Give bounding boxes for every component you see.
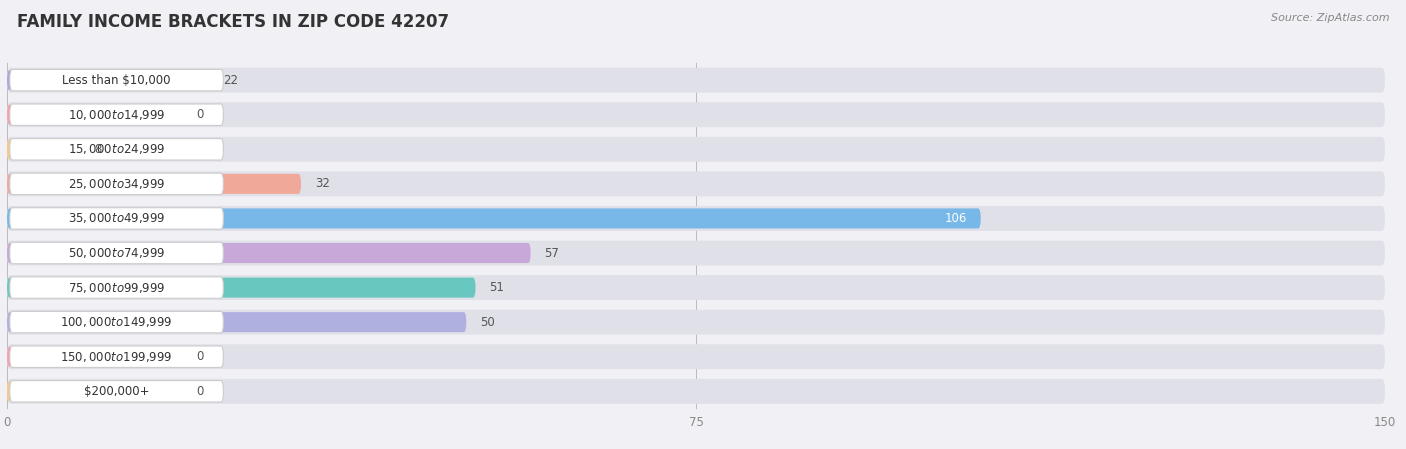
Text: $150,000 to $199,999: $150,000 to $199,999 [60, 350, 173, 364]
Text: $35,000 to $49,999: $35,000 to $49,999 [67, 211, 166, 225]
Text: $50,000 to $74,999: $50,000 to $74,999 [67, 246, 166, 260]
Text: 51: 51 [489, 281, 505, 294]
Text: $100,000 to $149,999: $100,000 to $149,999 [60, 315, 173, 329]
FancyBboxPatch shape [7, 208, 981, 229]
Text: 57: 57 [544, 247, 560, 260]
FancyBboxPatch shape [10, 173, 224, 194]
FancyBboxPatch shape [10, 70, 224, 91]
Text: Source: ZipAtlas.com: Source: ZipAtlas.com [1271, 13, 1389, 23]
FancyBboxPatch shape [7, 105, 183, 125]
FancyBboxPatch shape [7, 174, 301, 194]
FancyBboxPatch shape [7, 137, 1385, 162]
Text: $25,000 to $34,999: $25,000 to $34,999 [67, 177, 166, 191]
Text: 22: 22 [224, 74, 238, 87]
Text: 50: 50 [479, 316, 495, 329]
FancyBboxPatch shape [10, 277, 224, 298]
FancyBboxPatch shape [10, 104, 224, 125]
FancyBboxPatch shape [7, 379, 1385, 404]
FancyBboxPatch shape [10, 242, 224, 264]
FancyBboxPatch shape [7, 70, 209, 90]
Text: $15,000 to $24,999: $15,000 to $24,999 [67, 142, 166, 156]
FancyBboxPatch shape [7, 347, 183, 367]
FancyBboxPatch shape [10, 346, 224, 367]
FancyBboxPatch shape [7, 310, 1385, 335]
Text: 0: 0 [195, 385, 204, 398]
FancyBboxPatch shape [10, 139, 224, 160]
FancyBboxPatch shape [10, 312, 224, 333]
FancyBboxPatch shape [7, 344, 1385, 369]
Text: 8: 8 [94, 143, 101, 156]
Text: FAMILY INCOME BRACKETS IN ZIP CODE 42207: FAMILY INCOME BRACKETS IN ZIP CODE 42207 [17, 13, 449, 31]
FancyBboxPatch shape [10, 208, 224, 229]
FancyBboxPatch shape [7, 139, 80, 159]
FancyBboxPatch shape [7, 241, 1385, 265]
FancyBboxPatch shape [7, 275, 1385, 300]
FancyBboxPatch shape [7, 172, 1385, 196]
FancyBboxPatch shape [7, 68, 1385, 92]
FancyBboxPatch shape [7, 312, 467, 332]
Text: 32: 32 [315, 177, 329, 190]
FancyBboxPatch shape [7, 277, 475, 298]
Text: Less than $10,000: Less than $10,000 [62, 74, 170, 87]
FancyBboxPatch shape [10, 381, 224, 402]
Text: $75,000 to $99,999: $75,000 to $99,999 [67, 281, 166, 295]
Text: 106: 106 [945, 212, 967, 225]
FancyBboxPatch shape [7, 381, 183, 401]
Text: $200,000+: $200,000+ [84, 385, 149, 398]
FancyBboxPatch shape [7, 243, 530, 263]
Text: $10,000 to $14,999: $10,000 to $14,999 [67, 108, 166, 122]
Text: 0: 0 [195, 108, 204, 121]
FancyBboxPatch shape [7, 102, 1385, 127]
FancyBboxPatch shape [7, 206, 1385, 231]
Text: 0: 0 [195, 350, 204, 363]
